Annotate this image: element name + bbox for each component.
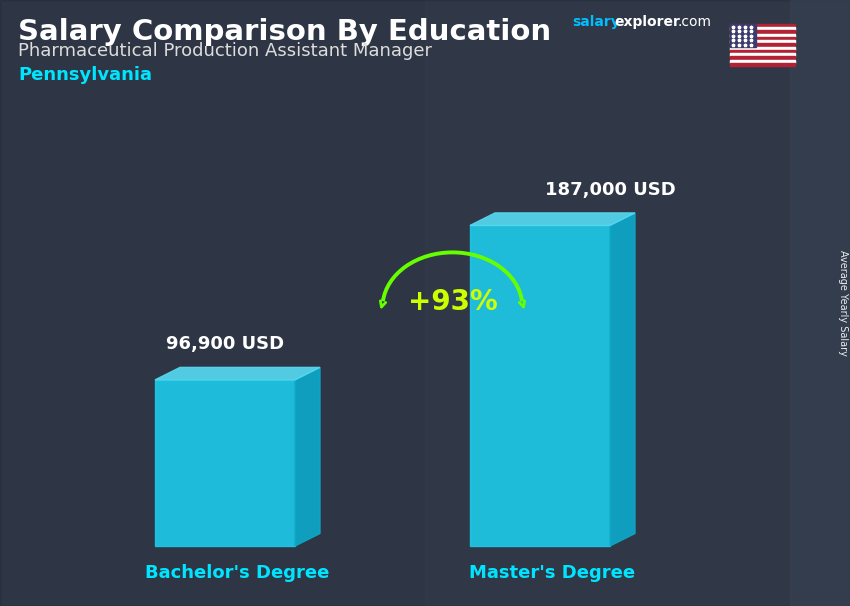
Text: 187,000 USD: 187,000 USD: [545, 181, 676, 199]
Polygon shape: [155, 367, 320, 380]
Bar: [155, 380, 295, 546]
Polygon shape: [470, 213, 635, 225]
Bar: [730, 34, 795, 37]
Text: Pharmaceutical Production Assistant Manager: Pharmaceutical Production Assistant Mana…: [18, 42, 432, 60]
Bar: [730, 53, 795, 56]
Bar: [425, 0, 850, 606]
Bar: [0, 0, 425, 606]
Bar: [730, 50, 795, 53]
Text: Pennsylvania: Pennsylvania: [18, 66, 152, 84]
Bar: [730, 63, 795, 66]
Text: Salary Comparison By Education: Salary Comparison By Education: [18, 18, 551, 46]
Bar: [730, 47, 795, 50]
Text: .com: .com: [678, 15, 712, 29]
Text: salary: salary: [572, 15, 620, 29]
Text: +93%: +93%: [408, 288, 497, 316]
Bar: [730, 56, 795, 59]
Text: Bachelor's Degree: Bachelor's Degree: [145, 564, 330, 582]
Text: explorer: explorer: [614, 15, 680, 29]
Bar: [730, 59, 795, 63]
Bar: [730, 37, 795, 40]
Bar: [790, 0, 850, 606]
Text: Master's Degree: Master's Degree: [469, 564, 636, 582]
Polygon shape: [610, 213, 635, 546]
Bar: [730, 30, 795, 34]
Bar: [730, 24, 795, 27]
Bar: [730, 27, 795, 30]
Bar: [730, 44, 795, 47]
Bar: [470, 225, 610, 546]
Bar: [730, 40, 795, 44]
Bar: [730, 24, 756, 47]
Text: Average Yearly Salary: Average Yearly Salary: [838, 250, 848, 356]
Text: 96,900 USD: 96,900 USD: [166, 335, 284, 353]
Polygon shape: [295, 367, 320, 546]
